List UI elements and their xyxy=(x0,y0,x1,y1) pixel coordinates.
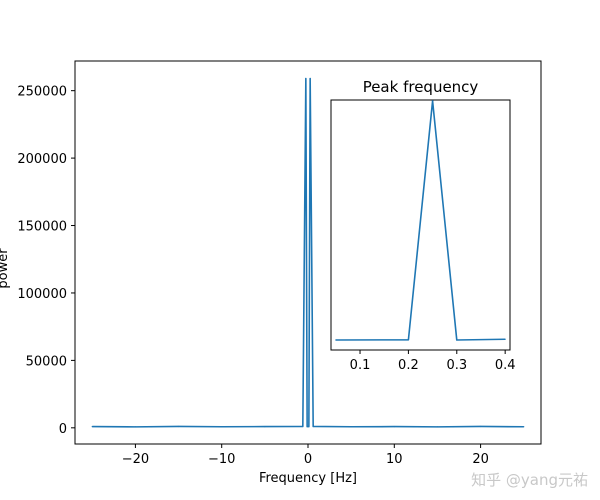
main-xtick-label: −20 xyxy=(122,452,149,467)
main-ytick-label: 50000 xyxy=(26,354,67,369)
inset-xtick-label: 0.3 xyxy=(446,358,467,373)
main-data-point xyxy=(436,426,439,428)
main-data-point xyxy=(393,426,395,428)
inset-xtick-label: 0.2 xyxy=(398,358,419,373)
main-data-point xyxy=(305,77,307,80)
main-data-point xyxy=(177,425,180,428)
inset-data-point xyxy=(335,339,337,341)
watermark: 知乎 @yang元祐 xyxy=(471,471,588,489)
main-data-point xyxy=(523,426,525,428)
main-xlabel: Frequency [Hz] xyxy=(259,471,357,486)
main-data-point xyxy=(479,425,482,428)
main-data-point xyxy=(221,426,223,428)
main-ylabel: power xyxy=(0,248,11,289)
main-data-point xyxy=(302,425,304,428)
inset-axes: 0.1 0.2 0.3 0.4 Peak frequency xyxy=(330,78,516,373)
main-ytick-label: 150000 xyxy=(17,220,67,235)
inset-xtick-label: 0.1 xyxy=(350,358,371,373)
main-data-point xyxy=(312,425,314,428)
main-ytick-label: 100000 xyxy=(17,287,67,302)
inset-data-point xyxy=(431,100,434,102)
inset-data-point xyxy=(407,339,410,341)
main-series-line xyxy=(92,77,524,428)
main-ytick-label: 200000 xyxy=(17,152,67,167)
inset-xtick-label: 0.4 xyxy=(495,358,516,373)
main-data-point xyxy=(264,426,266,428)
main-ytick-label: 0 xyxy=(59,422,67,437)
main-xtick-label: 10 xyxy=(386,452,403,467)
inset-title: Peak frequency xyxy=(363,78,479,96)
main-data-point xyxy=(91,426,93,428)
main-ytick-label: 250000 xyxy=(17,85,67,100)
inset-data-point xyxy=(504,338,506,340)
main-xtick-label: −10 xyxy=(208,452,235,467)
main-data-point xyxy=(308,426,310,428)
main-data-point xyxy=(306,426,308,428)
inset-data-point xyxy=(456,339,458,341)
main-data-point xyxy=(309,77,311,80)
main-data-point xyxy=(350,426,352,428)
main-data-point xyxy=(134,426,137,428)
main-xtick-label: 20 xyxy=(472,452,489,467)
main-xtick-label: 0 xyxy=(304,452,312,467)
